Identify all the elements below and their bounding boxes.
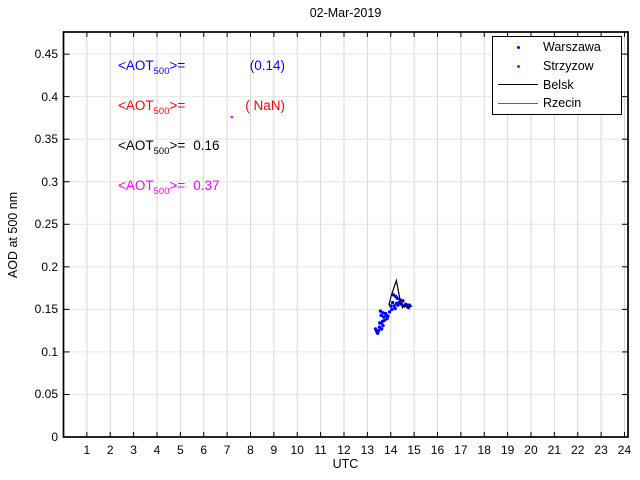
- y-tick-label: 0.05: [34, 387, 58, 402]
- x-tick-label: 21: [547, 443, 562, 457]
- y-tick-label: 0.35: [34, 132, 58, 147]
- y-tick-label: 0.15: [34, 302, 58, 317]
- data-point-warszawa: [376, 328, 381, 333]
- legend-item-warszawa: Warszawa: [493, 38, 621, 57]
- y-tick-label: 0.3: [41, 174, 58, 189]
- x-tick-label: 4: [153, 443, 161, 457]
- x-tick-label: 15: [407, 443, 421, 457]
- data-point-warszawa: [382, 315, 386, 319]
- x-tick-label: 18: [477, 443, 491, 457]
- x-tick-label: 23: [594, 443, 608, 457]
- data-point-warszawa: [375, 331, 380, 335]
- x-tick-label: 14: [384, 443, 398, 457]
- data-point-rzecin: [230, 115, 234, 119]
- x-tick-label: 12: [337, 443, 351, 457]
- y-tick-label: 0.25: [34, 217, 58, 232]
- x-tick-label: 2: [106, 443, 114, 457]
- legend-label: Warszawa: [543, 40, 601, 55]
- x-tick-label: 17: [454, 443, 468, 457]
- x-tick-label: 24: [617, 443, 632, 457]
- series-line-belsk: [388, 278, 413, 310]
- legend-item-belsk: Belsk: [493, 75, 621, 94]
- x-tick-label: 9: [270, 443, 278, 457]
- data-point-warszawa: [392, 304, 396, 308]
- data-point-warszawa: [382, 318, 387, 323]
- legend-label: Strzyzow: [543, 59, 594, 74]
- legend-marker-cell: [493, 84, 543, 86]
- data-point-warszawa: [390, 300, 395, 305]
- legend-marker-cell: [493, 45, 543, 49]
- x-tick-label: 6: [200, 443, 208, 457]
- legend-item-strzyzow: Strzyzow: [493, 57, 621, 76]
- data-point-warszawa: [387, 310, 392, 314]
- data-point-warszawa: [379, 327, 384, 331]
- data-point-warszawa: [393, 306, 397, 311]
- x-tick-label: 13: [360, 443, 375, 457]
- x-tick-label: 10: [290, 443, 304, 457]
- y-tick-label: 0: [51, 430, 58, 444]
- x-tick-label: 19: [500, 443, 515, 457]
- x-tick-label: 8: [247, 443, 254, 457]
- x-tick-label: 22: [571, 443, 585, 457]
- legend-label: Belsk: [543, 77, 574, 92]
- y-tick-label: 0.1: [41, 344, 58, 359]
- strzyzow-dot-marker-icon: [516, 64, 520, 68]
- y-tick-label: 0.2: [41, 259, 58, 274]
- data-point-warszawa: [390, 307, 394, 312]
- x-tick-label: 16: [430, 443, 445, 457]
- plot-title: 02-Mar-2019: [309, 6, 382, 20]
- axes-box: [62, 31, 629, 438]
- data-point-warszawa: [395, 296, 399, 301]
- y-tick-label: 0.4: [41, 89, 58, 104]
- data-point-warszawa: [401, 299, 405, 303]
- legend-item-rzecin: Rzecin: [493, 94, 621, 113]
- data-point-warszawa: [407, 303, 412, 307]
- warszawa-dot-marker-icon: [516, 45, 520, 49]
- data-point-warszawa: [396, 303, 400, 307]
- legend-marker-cell: [493, 64, 543, 68]
- data-point-warszawa: [378, 309, 383, 313]
- data-point-warszawa: [373, 327, 378, 331]
- rzecin-line-marker-icon: [498, 102, 538, 104]
- x-tick-label: 5: [177, 443, 184, 457]
- data-point-warszawa: [389, 304, 393, 308]
- data-point-warszawa: [386, 314, 390, 318]
- legend-marker-cell: [493, 102, 543, 104]
- x-tick-label: 7: [223, 443, 231, 457]
- data-point-warszawa: [379, 313, 383, 318]
- x-tick-label: 3: [130, 443, 137, 457]
- x-axis-label: UTC: [332, 457, 359, 471]
- data-point-warszawa: [391, 293, 396, 297]
- belsk-line-marker-icon: [498, 84, 538, 86]
- legend-label: Rzecin: [543, 96, 582, 111]
- x-tick-label: 20: [524, 443, 538, 457]
- x-tick-label: 11: [314, 443, 327, 457]
- data-point-warszawa: [385, 317, 389, 321]
- data-point-warszawa: [381, 311, 385, 315]
- y-tick-label: 0.45: [34, 47, 58, 62]
- x-tick-label: 1: [83, 443, 91, 457]
- legend: Warszawa Strzyzow Belsk Rzecin: [492, 36, 622, 115]
- data-point-warszawa: [381, 323, 385, 328]
